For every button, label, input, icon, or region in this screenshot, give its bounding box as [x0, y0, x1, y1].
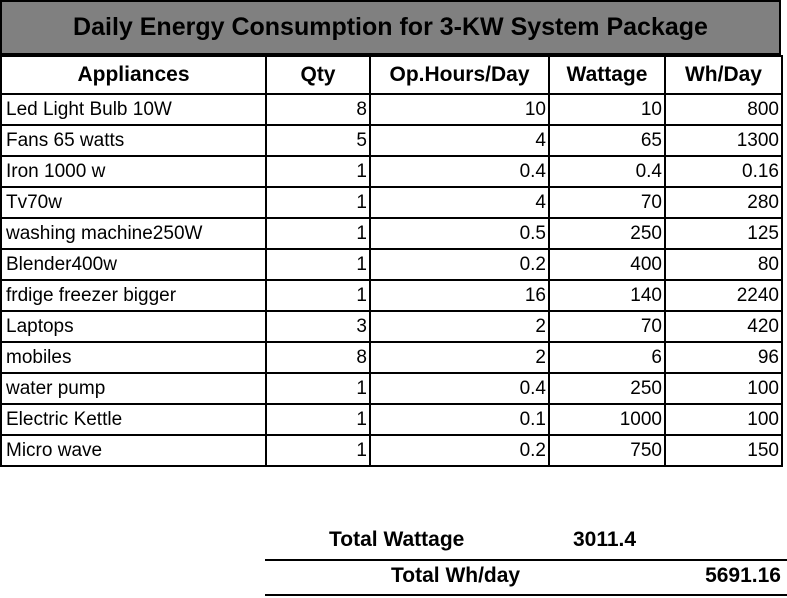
- appliance-cell: Fans 65 watts: [0, 124, 267, 157]
- qty-cell: 5: [265, 124, 371, 157]
- wattage-cell: 750: [548, 434, 666, 467]
- qty-cell: 1: [265, 403, 371, 436]
- wattage-cell: 65: [548, 124, 666, 157]
- total-whday-label: Total Wh/day: [391, 564, 521, 587]
- energy-table: Appliances Qty Op.Hours/Day Wattage Wh/D…: [0, 55, 783, 467]
- op-hours-cell: 0.2: [369, 248, 550, 281]
- appliance-cell: washing machine250W: [0, 217, 267, 250]
- qty-cell: 1: [265, 372, 371, 405]
- table-row: mobiles 8 2 6 96: [0, 341, 783, 374]
- table-row: Fans 65 watts 5 4 65 1300: [0, 124, 783, 157]
- wh-day-cell: 80: [664, 248, 783, 281]
- wh-day-cell: 0.16: [664, 155, 783, 188]
- appliance-cell: Iron 1000 w: [0, 155, 267, 188]
- total-wattage-value: 3011.4: [573, 528, 637, 551]
- wattage-cell: 140: [548, 279, 666, 312]
- table-row: Led Light Bulb 10W 8 10 10 800: [0, 93, 783, 126]
- appliance-cell: Led Light Bulb 10W: [0, 93, 267, 126]
- appliance-cell: Electric Kettle: [0, 403, 267, 436]
- wh-day-cell: 1300: [664, 124, 783, 157]
- header-row: Appliances Qty Op.Hours/Day Wattage Wh/D…: [0, 55, 783, 95]
- table-row: water pump 1 0.4 250 100: [0, 372, 783, 405]
- wh-day-cell: 800: [664, 93, 783, 126]
- op-hours-cell: 2: [369, 341, 550, 374]
- table-row: Iron 1000 w 1 0.4 0.4 0.16: [0, 155, 783, 188]
- wattage-cell: 70: [548, 186, 666, 219]
- header-op-hours: Op.Hours/Day: [369, 55, 550, 95]
- qty-cell: 3: [265, 310, 371, 343]
- appliance-cell: water pump: [0, 372, 267, 405]
- table-row: Electric Kettle 1 0.1 1000 100: [0, 403, 783, 436]
- wh-day-cell: 150: [664, 434, 783, 467]
- op-hours-cell: 0.4: [369, 372, 550, 405]
- table-row: Laptops 3 2 70 420: [0, 310, 783, 343]
- header-wh-day: Wh/Day: [664, 55, 783, 95]
- wh-day-cell: 100: [664, 403, 783, 436]
- op-hours-cell: 2: [369, 310, 550, 343]
- header-qty: Qty: [265, 55, 371, 95]
- wh-day-cell: 2240: [664, 279, 783, 312]
- wattage-cell: 0.4: [548, 155, 666, 188]
- header-wattage: Wattage: [548, 55, 666, 95]
- op-hours-cell: 0.2: [369, 434, 550, 467]
- table-row: Tv70w 1 4 70 280: [0, 186, 783, 219]
- wh-day-cell: 420: [664, 310, 783, 343]
- total-whday-rule: [265, 594, 787, 596]
- qty-cell: 1: [265, 217, 371, 250]
- header-appliances: Appliances: [0, 55, 267, 95]
- wattage-cell: 1000: [548, 403, 666, 436]
- table-row: Blender400w 1 0.2 400 80: [0, 248, 783, 281]
- total-whday-value: 5691.16: [705, 564, 781, 587]
- qty-cell: 1: [265, 279, 371, 312]
- wattage-cell: 250: [548, 217, 666, 250]
- wh-day-cell: 100: [664, 372, 783, 405]
- table-row: frdige freezer bigger 1 16 140 2240: [0, 279, 783, 312]
- table-title: Daily Energy Consumption for 3-KW System…: [0, 0, 781, 55]
- wattage-cell: 70: [548, 310, 666, 343]
- table-row: washing machine250W 1 0.5 250 125: [0, 217, 783, 250]
- qty-cell: 1: [265, 186, 371, 219]
- appliance-cell: frdige freezer bigger: [0, 279, 267, 312]
- qty-cell: 1: [265, 248, 371, 281]
- wattage-cell: 400: [548, 248, 666, 281]
- op-hours-cell: 16: [369, 279, 550, 312]
- op-hours-cell: 0.1: [369, 403, 550, 436]
- qty-cell: 1: [265, 434, 371, 467]
- appliance-cell: Micro wave: [0, 434, 267, 467]
- qty-cell: 8: [265, 341, 371, 374]
- wattage-cell: 250: [548, 372, 666, 405]
- appliance-cell: Tv70w: [0, 186, 267, 219]
- qty-cell: 1: [265, 155, 371, 188]
- qty-cell: 8: [265, 93, 371, 126]
- wattage-cell: 6: [548, 341, 666, 374]
- appliance-cell: Laptops: [0, 310, 267, 343]
- op-hours-cell: 0.5: [369, 217, 550, 250]
- appliance-cell: Blender400w: [0, 248, 267, 281]
- table-row: Micro wave 1 0.2 750 150: [0, 434, 783, 467]
- appliance-cell: mobiles: [0, 341, 267, 374]
- total-wattage-label: Total Wattage: [329, 528, 465, 551]
- op-hours-cell: 4: [369, 124, 550, 157]
- wattage-cell: 10: [548, 93, 666, 126]
- op-hours-cell: 4: [369, 186, 550, 219]
- op-hours-cell: 0.4: [369, 155, 550, 188]
- wh-day-cell: 96: [664, 341, 783, 374]
- wh-day-cell: 125: [664, 217, 783, 250]
- wh-day-cell: 280: [664, 186, 783, 219]
- total-wattage-rule: [265, 559, 787, 561]
- op-hours-cell: 10: [369, 93, 550, 126]
